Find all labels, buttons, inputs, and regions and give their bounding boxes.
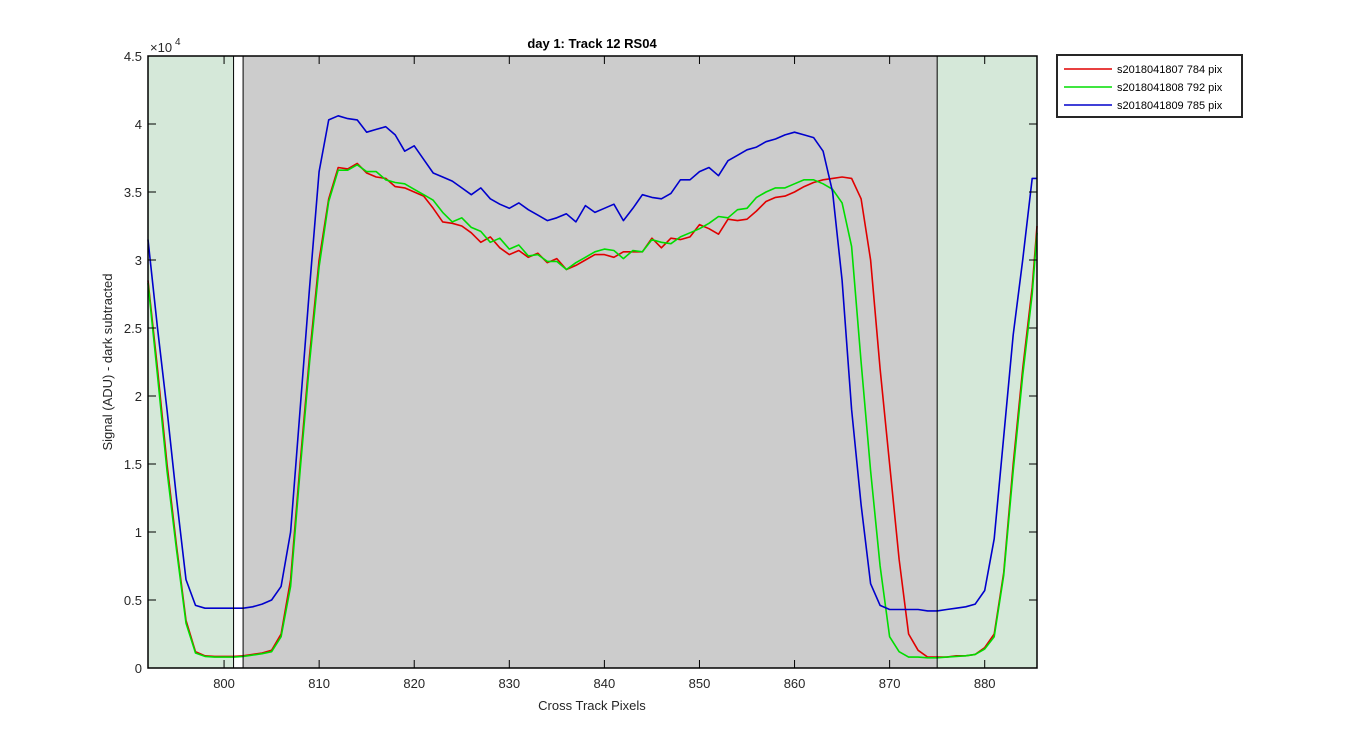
x-tick-label-8: 880 — [974, 676, 996, 691]
y-exponent-power: 4 — [175, 37, 181, 48]
x-tick-label-4: 840 — [594, 676, 616, 691]
legend-box — [1056, 54, 1243, 118]
y-tick-label-1: 0.5 — [124, 593, 142, 608]
y-tick-label-2: 1 — [135, 525, 142, 540]
shaded-region-1 — [243, 56, 938, 668]
x-axis-label: Cross Track Pixels — [538, 698, 646, 713]
x-tick-label-7: 870 — [879, 676, 901, 691]
legend-entry-2: s2018041809 785 pix — [1117, 100, 1223, 112]
vertical-markers — [233, 56, 938, 668]
y-tick-label-3: 1.5 — [124, 457, 142, 472]
x-tick-label-0: 800 — [213, 676, 235, 691]
y-exponent-base: ×10 — [150, 40, 172, 55]
x-tick-label-1: 810 — [308, 676, 330, 691]
shaded-region-2 — [937, 56, 1037, 668]
x-tick-label-3: 830 — [498, 676, 520, 691]
series-line-1 — [147, 164, 1038, 659]
y-tick-label-4: 2 — [135, 389, 142, 404]
x-tick-label-2: 820 — [403, 676, 425, 691]
y-tick-label-0: 0 — [135, 661, 142, 676]
y-tick-label-9: 4.5 — [124, 49, 142, 64]
y-tick-label-8: 4 — [135, 117, 142, 132]
y-axis-ticks: 0 0.5 1 1.5 2 2.5 3 3.5 4 4.5 — [124, 49, 1037, 676]
legend-entry-1: s2018041808 792 pix — [1117, 82, 1223, 94]
legend-entry-0: s2018041807 784 pix — [1117, 64, 1223, 76]
y-tick-label-7: 3.5 — [124, 185, 142, 200]
x-axis-ticks: 800 810 820 830 840 850 860 870 880 — [213, 56, 996, 691]
y-axis-exponent: ×10 4 — [150, 37, 181, 55]
x-tick-label-5: 850 — [689, 676, 711, 691]
x-tick-label-6: 860 — [784, 676, 806, 691]
plot-frame — [147, 55, 1038, 669]
y-axis-label: Signal (ADU) - dark subtracted — [100, 273, 115, 450]
series-lines — [147, 115, 1038, 659]
y-tick-label-5: 2.5 — [124, 321, 142, 336]
series-line-2 — [147, 115, 1037, 612]
chart-title: day 1: Track 12 RS04 — [527, 36, 657, 51]
shaded-regions — [148, 56, 1037, 668]
legend: s2018041807 784 pix s2018041808 792 pix s2… — [1056, 54, 1243, 118]
y-tick-label-6: 3 — [135, 253, 142, 268]
